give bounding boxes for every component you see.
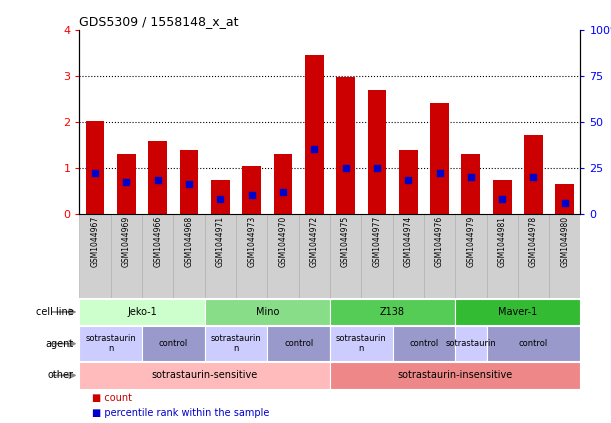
Bar <box>330 362 580 389</box>
Bar <box>79 299 205 325</box>
Point <box>434 170 444 176</box>
Text: GSM1044966: GSM1044966 <box>153 216 162 267</box>
Bar <box>486 327 580 361</box>
Bar <box>205 214 236 298</box>
Text: cell line: cell line <box>35 307 73 317</box>
Bar <box>430 103 449 214</box>
Point <box>278 188 288 195</box>
Text: GDS5309 / 1558148_x_at: GDS5309 / 1558148_x_at <box>79 16 239 28</box>
Text: Mino: Mino <box>255 307 279 317</box>
Point <box>466 173 476 180</box>
Bar <box>393 214 424 298</box>
Bar <box>455 214 486 298</box>
Text: sotrastaurin-insensitive: sotrastaurin-insensitive <box>398 371 513 380</box>
Bar <box>299 214 330 298</box>
Text: GSM1044971: GSM1044971 <box>216 216 225 267</box>
Text: control: control <box>284 339 313 348</box>
Bar <box>242 166 261 214</box>
Bar <box>211 180 230 214</box>
Bar <box>330 214 361 298</box>
Bar <box>424 214 455 298</box>
Text: GSM1044969: GSM1044969 <box>122 216 131 267</box>
Text: GSM1044970: GSM1044970 <box>279 216 287 267</box>
Bar <box>393 327 455 361</box>
Text: GSM1044975: GSM1044975 <box>341 216 350 267</box>
Point <box>122 179 131 186</box>
Text: sotrastaurin
n: sotrastaurin n <box>336 334 387 353</box>
Bar <box>336 77 355 214</box>
Text: GSM1044973: GSM1044973 <box>247 216 256 267</box>
Text: sotrastaurin
n: sotrastaurin n <box>86 334 136 353</box>
Text: control: control <box>409 339 439 348</box>
Text: GSM1044979: GSM1044979 <box>466 216 475 267</box>
Bar <box>330 327 393 361</box>
Point <box>153 177 163 184</box>
Text: GSM1044977: GSM1044977 <box>373 216 381 267</box>
Bar <box>148 141 167 214</box>
Bar <box>268 327 330 361</box>
Text: agent: agent <box>45 339 73 349</box>
Bar <box>205 327 268 361</box>
Point <box>247 192 257 199</box>
Text: GSM1044980: GSM1044980 <box>560 216 569 267</box>
Text: Maver-1: Maver-1 <box>498 307 538 317</box>
Bar <box>79 214 111 298</box>
Point <box>90 170 100 176</box>
Point <box>341 164 351 171</box>
Text: GSM1044978: GSM1044978 <box>529 216 538 267</box>
Text: sotrastaurin: sotrastaurin <box>445 339 496 348</box>
Bar <box>79 362 330 389</box>
Text: GSM1044981: GSM1044981 <box>498 216 507 267</box>
Bar <box>205 299 330 325</box>
Bar <box>236 214 267 298</box>
Point <box>497 195 507 202</box>
Text: sotrastaurin-sensitive: sotrastaurin-sensitive <box>152 371 258 380</box>
Text: control: control <box>519 339 548 348</box>
Point <box>403 177 413 184</box>
Point <box>372 164 382 171</box>
Text: sotrastaurin
n: sotrastaurin n <box>211 334 262 353</box>
Text: control: control <box>159 339 188 348</box>
Bar <box>461 154 480 214</box>
Bar <box>330 299 455 325</box>
Point <box>529 173 538 180</box>
Bar <box>142 327 205 361</box>
Bar <box>367 91 386 214</box>
Text: GSM1044974: GSM1044974 <box>404 216 412 267</box>
Bar <box>361 214 392 298</box>
Bar <box>305 55 324 214</box>
Bar <box>117 154 136 214</box>
Bar <box>518 214 549 298</box>
Bar <box>86 121 104 214</box>
Point <box>309 146 319 153</box>
Bar <box>174 214 205 298</box>
Bar <box>399 150 418 214</box>
Point <box>216 195 225 202</box>
Text: Jeko-1: Jeko-1 <box>127 307 157 317</box>
Text: other: other <box>47 371 73 380</box>
Bar <box>486 214 518 298</box>
Bar <box>268 214 299 298</box>
Bar <box>142 214 174 298</box>
Text: GSM1044967: GSM1044967 <box>90 216 100 267</box>
Text: GSM1044976: GSM1044976 <box>435 216 444 267</box>
Bar <box>492 181 511 214</box>
Bar <box>524 135 543 214</box>
Bar <box>79 327 142 361</box>
Bar <box>555 184 574 214</box>
Bar <box>455 299 580 325</box>
Text: ■ percentile rank within the sample: ■ percentile rank within the sample <box>92 408 269 418</box>
Bar <box>111 214 142 298</box>
Bar <box>180 150 199 214</box>
Text: GSM1044968: GSM1044968 <box>185 216 194 267</box>
Bar <box>549 214 580 298</box>
Point <box>184 181 194 187</box>
Bar <box>274 154 292 214</box>
Bar <box>455 327 486 361</box>
Text: Z138: Z138 <box>380 307 405 317</box>
Text: ■ count: ■ count <box>92 393 131 404</box>
Point <box>560 199 569 206</box>
Text: GSM1044972: GSM1044972 <box>310 216 319 267</box>
